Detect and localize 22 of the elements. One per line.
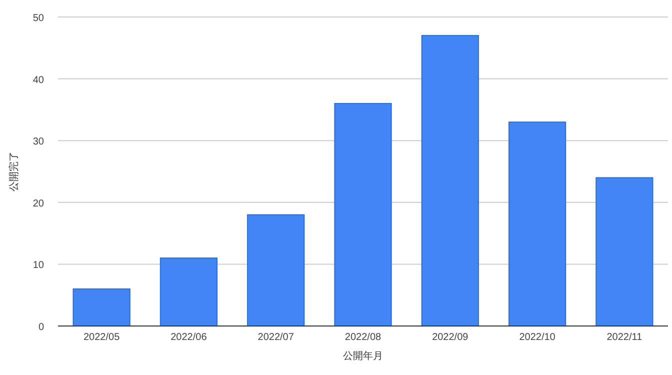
y-tick-label: 50 [32, 13, 44, 24]
bar [334, 103, 392, 326]
y-tick-label: 30 [32, 136, 44, 148]
y-tick-label: 0 [38, 322, 44, 333]
bar [596, 177, 654, 326]
x-tick-label: 2022/09 [432, 332, 469, 343]
y-tick-label: 20 [32, 198, 44, 210]
bar [72, 288, 130, 326]
x-tick-label: 2022/10 [519, 332, 556, 343]
x-tick-label: 2022/06 [170, 332, 208, 343]
x-tick-label: 2022/05 [83, 332, 120, 343]
bar [421, 35, 479, 326]
x-tick-label: 2022/08 [344, 332, 382, 343]
x-tick-label: 2022/11 [606, 332, 643, 343]
y-tick-label: 40 [32, 74, 44, 86]
y-axis-title: 公開完了 [8, 152, 20, 192]
bar [247, 214, 305, 326]
x-tick-label: 2022/07 [258, 332, 294, 343]
bar [160, 258, 218, 326]
x-axis-title: 公開年月 [343, 350, 383, 362]
y-tick-label: 10 [32, 260, 44, 272]
bar [508, 122, 566, 326]
